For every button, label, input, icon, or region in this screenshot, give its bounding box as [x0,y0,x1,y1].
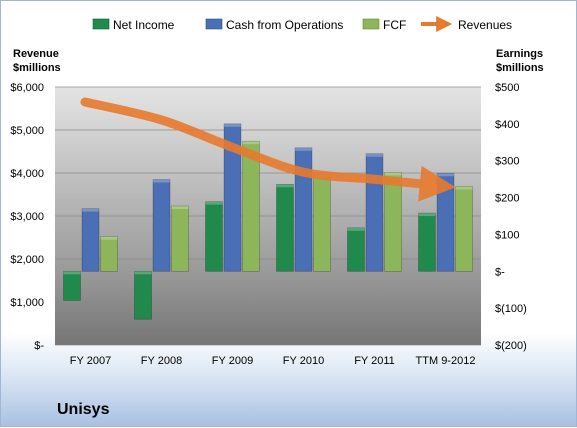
bar-cap [224,123,241,127]
legend-swatch-cash-from-operations [205,18,223,30]
bar-cap [418,213,436,217]
category-label: FY 2009 [212,355,253,367]
right-tick-label: $300 [495,156,519,168]
bar-cap [171,206,189,210]
bars [55,123,481,345]
right-axis-ticks: $(200) $(100) $- $100 $200 $300 $400 $500 [495,82,527,352]
right-tick-label: $500 [495,82,519,94]
bar-net-income [276,184,294,272]
right-axis-title-line1: Earnings [496,48,543,60]
bar-net-income [418,212,436,272]
bar-cap [100,236,118,240]
bar-net-income [63,270,81,301]
left-tick-label: $- [34,340,44,352]
bar-net-income [205,201,223,272]
revenues-line [80,97,456,202]
bar-fcf [242,140,260,272]
company-label: Unisys [57,401,110,418]
bar-net-income [347,227,365,272]
category-label: FY 2011 [354,355,395,367]
bar-cap [242,141,260,145]
left-tick-label: $1,000 [10,297,44,309]
bar-cap [366,153,383,157]
legend-swatch-net-income [92,18,110,30]
bar-net-income [134,270,152,320]
bar-cap [455,186,473,190]
legend-label-cash-from-operations: Cash from Operations [226,18,343,32]
bar-cap [347,227,365,231]
bar-cap [437,173,454,177]
right-tick-label: $200 [495,193,519,205]
bar-cap [276,184,294,188]
left-axis-ticks: $- $1,000 $2,000 $3,000 $4,000 $5,000 $6,000 [10,82,44,352]
left-tick-label: $4,000 [10,168,44,180]
left-tick-label: $2,000 [10,254,44,266]
bar-cash-from-operations [365,153,384,272]
bar-fcf [100,236,118,272]
bar-cap [153,179,170,183]
bar-cap [384,172,402,176]
bar-cash-from-operations [81,208,100,272]
right-tick-label: $100 [495,229,519,241]
left-axis-title-line2: $millions [13,62,61,74]
right-tick-label: $- [495,266,505,278]
category-label: FY 2010 [283,355,324,367]
left-tick-label: $5,000 [10,125,44,137]
legend-label-revenues: Revenues [458,18,512,32]
bar-fcf [455,186,473,272]
category-label: FY 2008 [141,355,182,367]
right-tick-label: $(200) [495,340,527,352]
bar-fcf [171,205,189,272]
bar-cash-from-operations [152,179,171,272]
left-axis-title-line1: Revenue [13,48,59,60]
left-tick-label: $3,000 [10,211,44,223]
right-tick-label: $(100) [495,303,527,315]
right-axis-title-line2: $millions [496,62,544,74]
category-label: TTM 9-2012 [416,355,476,367]
bar-cap [134,271,152,275]
zero-floor [55,271,481,345]
bar-cap [82,208,99,212]
category-labels: FY 2007 FY 2008 FY 2009 FY 2010 FY 2011 TTM 9… [70,355,476,367]
bar-cap [205,201,223,205]
revenues-series [80,97,456,202]
right-tick-label: $400 [495,119,519,131]
left-tick-label: $6,000 [10,82,44,94]
legend-label-net-income: Net Income [113,18,175,32]
bar-cap [295,147,312,151]
bar-fcf [313,174,331,272]
category-label: FY 2007 [70,355,111,367]
bar-fcf [384,172,402,272]
bar-cash-from-operations [294,147,313,272]
legend: Net Income Cash from Operations FCF Reve… [92,16,512,32]
bar-cap [63,271,81,275]
bar-cash-from-operations [223,123,242,272]
legend-label-fcf: FCF [383,18,406,32]
legend-swatch-fcf [362,18,380,30]
